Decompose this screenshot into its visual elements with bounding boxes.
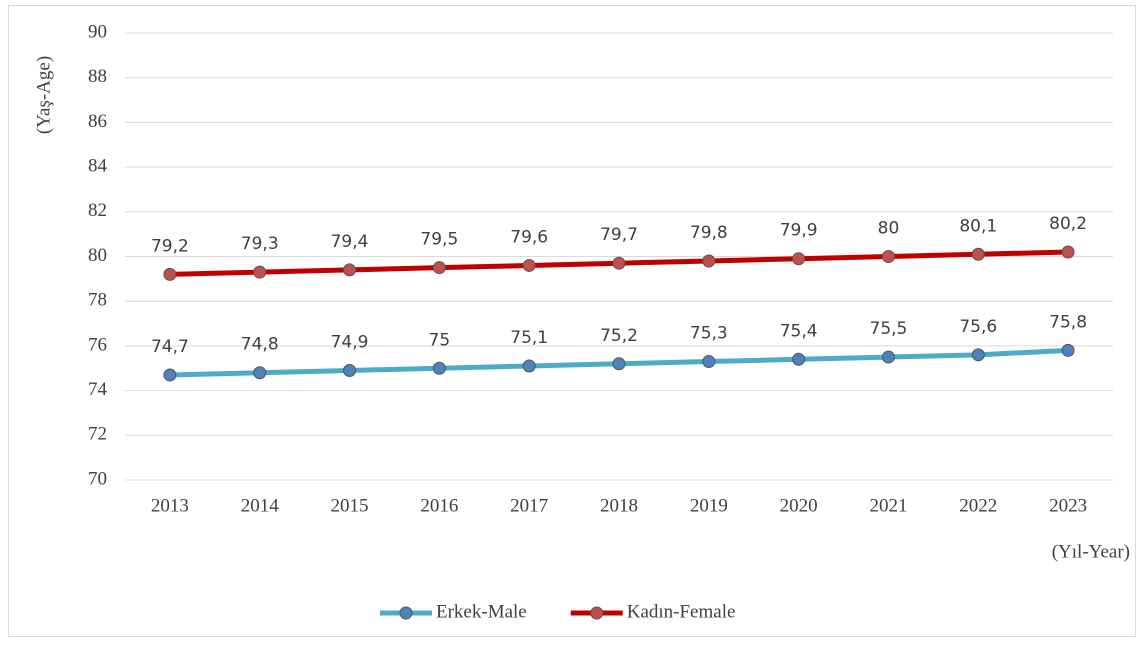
x-tick-label: 2015 xyxy=(331,495,369,516)
data-label: 79,3 xyxy=(241,234,279,254)
marker xyxy=(522,359,536,373)
y-axis-title: (Yaş-Age) xyxy=(33,56,54,134)
data-label: 79,7 xyxy=(600,225,638,245)
data-label: 75,2 xyxy=(600,326,638,346)
data-label: 80,1 xyxy=(959,216,997,236)
x-tick-label: 2020 xyxy=(780,495,818,516)
data-label: 79,5 xyxy=(420,230,458,250)
marker xyxy=(971,348,985,362)
legend-marker xyxy=(590,606,604,620)
y-tick-label: 86 xyxy=(88,111,107,132)
marker xyxy=(253,366,267,380)
data-label: 74,8 xyxy=(241,335,279,355)
data-label: 75,4 xyxy=(780,321,818,341)
data-label: 79,4 xyxy=(331,232,369,252)
data-label: 75,5 xyxy=(870,319,908,339)
y-tick-label: 84 xyxy=(88,155,108,176)
x-tick-label: 2019 xyxy=(690,495,728,516)
marker xyxy=(612,357,626,371)
data-label: 75,6 xyxy=(959,317,997,337)
marker xyxy=(881,250,895,263)
x-tick-label: 2014 xyxy=(241,495,280,516)
x-tick-label: 2017 xyxy=(510,495,548,516)
data-label: 79,9 xyxy=(780,221,818,241)
marker xyxy=(253,265,267,279)
marker xyxy=(522,258,536,272)
marker xyxy=(612,256,626,270)
marker xyxy=(792,352,806,366)
marker xyxy=(971,247,985,261)
y-tick-label: 90 xyxy=(88,21,107,42)
data-label: 74,7 xyxy=(151,337,189,357)
y-tick-label: 88 xyxy=(88,66,107,87)
data-label: 75 xyxy=(429,330,451,350)
marker xyxy=(1061,245,1075,259)
marker xyxy=(702,254,716,268)
marker xyxy=(163,267,177,281)
data-label: 80 xyxy=(878,219,900,239)
marker xyxy=(163,368,177,382)
chart-border xyxy=(8,5,1136,637)
marker xyxy=(432,261,446,275)
data-label: 79,8 xyxy=(690,223,728,243)
marker xyxy=(343,363,357,377)
x-tick-label: 2023 xyxy=(1049,495,1087,516)
marker xyxy=(432,361,446,375)
x-tick-label: 2022 xyxy=(959,495,997,516)
y-tick-label: 78 xyxy=(88,290,107,311)
x-tick-label: 2016 xyxy=(420,495,458,516)
y-tick-label: 74 xyxy=(88,379,108,400)
marker xyxy=(343,263,357,277)
x-tick-label: 2013 xyxy=(151,495,189,516)
legend-label: Erkek-Male xyxy=(436,601,527,622)
marker xyxy=(702,355,716,369)
x-axis-title: (Yıl-Year) xyxy=(1052,541,1130,562)
y-tick-label: 80 xyxy=(88,245,107,266)
data-label: 79,6 xyxy=(510,227,548,247)
x-tick-label: 2021 xyxy=(869,495,907,516)
data-label: 75,3 xyxy=(690,324,728,344)
marker xyxy=(881,350,895,364)
x-tick-label: 2018 xyxy=(600,495,638,516)
y-tick-label: 70 xyxy=(88,468,107,489)
data-label: 75,8 xyxy=(1049,312,1087,332)
marker xyxy=(1061,343,1075,357)
y-tick-label: 72 xyxy=(88,424,107,445)
data-label: 80,2 xyxy=(1049,214,1087,234)
data-label: 74,9 xyxy=(331,332,369,352)
legend-label: Kadın-Female xyxy=(627,601,736,622)
data-label: 79,2 xyxy=(151,236,189,256)
legend-marker xyxy=(399,606,413,620)
marker xyxy=(792,252,806,266)
data-label: 75,1 xyxy=(510,328,548,348)
y-tick-label: 82 xyxy=(88,200,107,221)
y-tick-label: 76 xyxy=(88,334,107,355)
